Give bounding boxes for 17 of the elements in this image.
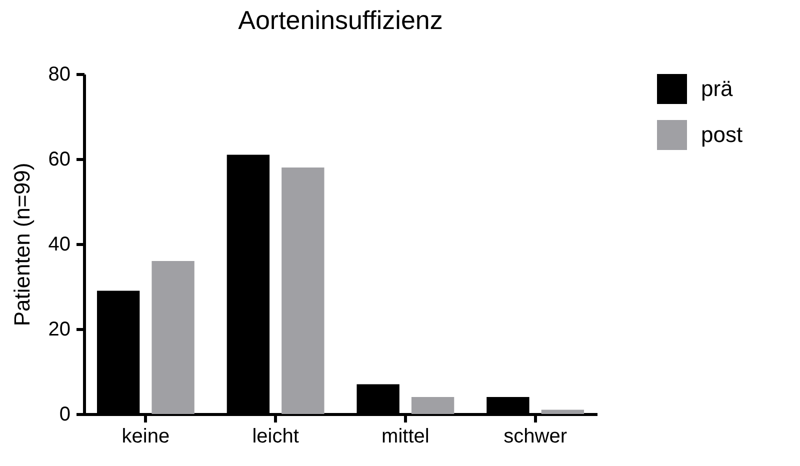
y-tick-label: 20 [48, 318, 70, 340]
x-tick-label: mittel [382, 426, 430, 448]
y-tick-label: 60 [48, 148, 70, 170]
bar [541, 410, 584, 414]
x-tick-label: leicht [252, 426, 300, 448]
y-tick-label: 80 [48, 64, 70, 86]
legend-label: post [701, 122, 743, 147]
chart-title: Aorteninsuffizienz [238, 5, 443, 35]
x-tick-label: schwer [504, 426, 568, 448]
y-axis-title: Patienten (n=99) [9, 162, 34, 326]
x-tick-label: keine [122, 426, 170, 448]
y-tick-label: 40 [48, 234, 70, 256]
bar [411, 397, 454, 414]
legend-label: prä [701, 76, 734, 101]
bar [282, 168, 324, 414]
y-tick-label: 0 [59, 404, 70, 426]
bar [152, 261, 194, 414]
